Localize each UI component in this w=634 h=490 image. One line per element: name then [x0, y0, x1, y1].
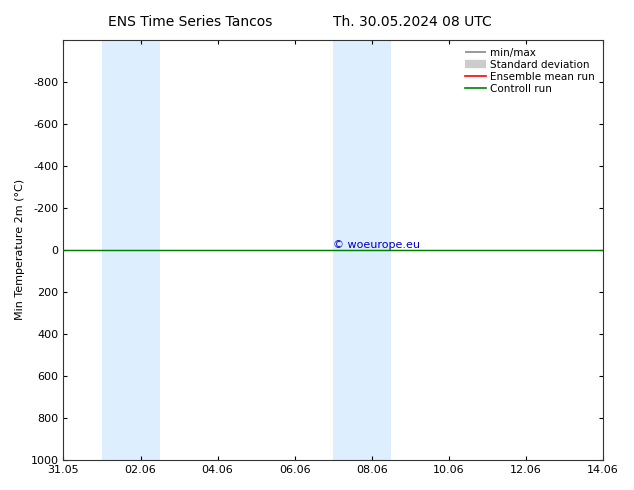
Bar: [102, 40, 160, 460]
Legend: min/max, Standard deviation, Ensemble mean run, Controll run: min/max, Standard deviation, Ensemble me…: [462, 45, 598, 97]
Y-axis label: Min Temperature 2m (°C): Min Temperature 2m (°C): [15, 179, 25, 320]
Text: Th. 30.05.2024 08 UTC: Th. 30.05.2024 08 UTC: [333, 15, 491, 29]
Text: © woeurope.eu: © woeurope.eu: [333, 240, 420, 250]
Bar: [333, 40, 391, 460]
Text: ENS Time Series Tancos: ENS Time Series Tancos: [108, 15, 273, 29]
